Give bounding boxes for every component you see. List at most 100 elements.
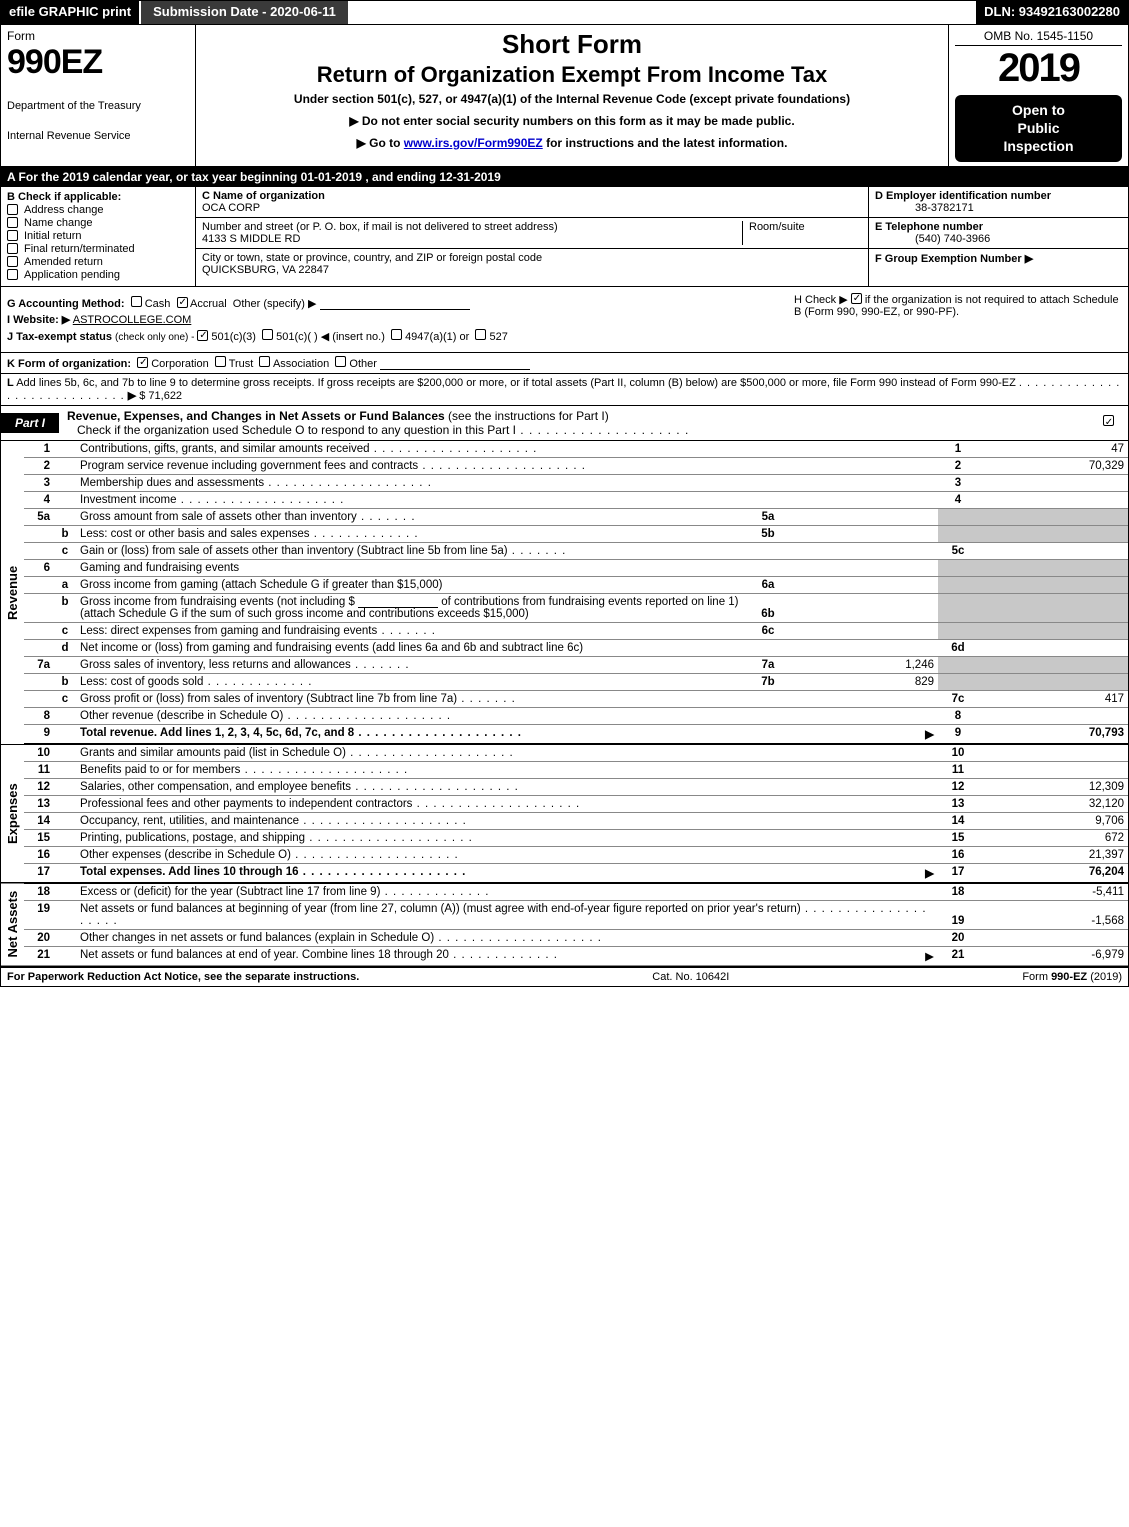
open-to-public-badge: Open to Public Inspection bbox=[955, 95, 1122, 162]
l-value: $ 71,622 bbox=[139, 390, 182, 402]
short-form-title: Short Form bbox=[206, 29, 938, 60]
row-2-val: 70,329 bbox=[978, 457, 1128, 474]
row-10-desc: Grants and similar amounts paid (list in… bbox=[76, 744, 938, 762]
row-6: 6 Gaming and fundraising events bbox=[1, 559, 1128, 576]
row-8: 8 Other revenue (describe in Schedule O)… bbox=[1, 707, 1128, 724]
part-i-tag: Part I bbox=[1, 413, 59, 433]
g-label: G Accounting Method: bbox=[7, 298, 125, 310]
checkbox-trust[interactable] bbox=[215, 356, 226, 367]
row-7b-ik: 7b bbox=[748, 673, 788, 690]
row-6a-sub: a bbox=[54, 576, 76, 593]
row-12-val: 12,309 bbox=[978, 778, 1128, 795]
row-7c-sub: c bbox=[54, 690, 76, 707]
d-label: D Employer identification number bbox=[875, 190, 1122, 202]
row-5c: c Gain or (loss) from sale of assets oth… bbox=[1, 542, 1128, 559]
row-1: Revenue 1 Contributions, gifts, grants, … bbox=[1, 441, 1128, 458]
k-assoc: Association bbox=[273, 358, 329, 370]
row-6d: d Net income or (loss) from gaming and f… bbox=[1, 639, 1128, 656]
part-i-table: Revenue 1 Contributions, gifts, grants, … bbox=[1, 441, 1128, 966]
l-arrow: ▶ bbox=[128, 390, 136, 402]
g-other: Other (specify) ▶ bbox=[233, 298, 317, 310]
efile-print-label[interactable]: efile GRAPHIC print bbox=[1, 1, 139, 24]
checkbox-527[interactable] bbox=[475, 329, 486, 340]
omb-number: OMB No. 1545-1150 bbox=[955, 29, 1122, 46]
row-2-num: 2 bbox=[24, 457, 54, 474]
row-19-num: 19 bbox=[24, 900, 54, 929]
row-1-key: 1 bbox=[938, 441, 978, 458]
checkbox-amended-return[interactable] bbox=[7, 256, 18, 267]
row-10-num: 10 bbox=[24, 744, 54, 762]
note-ssn: ▶ Do not enter social security numbers o… bbox=[206, 114, 938, 128]
checkbox-final-return[interactable] bbox=[7, 243, 18, 254]
k-corp: Corporation bbox=[151, 358, 208, 370]
row-15-val: 672 bbox=[978, 829, 1128, 846]
top-bar: efile GRAPHIC print Submission Date - 20… bbox=[1, 1, 1128, 25]
info-block: B Check if applicable: Address change Na… bbox=[1, 187, 1128, 287]
website-value[interactable]: ASTROCOLLEGE.COM bbox=[73, 314, 192, 326]
i-line: I Website: ▶ ASTROCOLLEGE.COM bbox=[7, 313, 782, 326]
room-suite-label: Room/suite bbox=[742, 221, 862, 245]
row-11-desc: Benefits paid to or for members bbox=[76, 761, 938, 778]
row-18-desc: Excess or (deficit) for the year (Subtra… bbox=[76, 883, 938, 901]
g-other-input[interactable] bbox=[320, 298, 470, 310]
f-label: F Group Exemption Number ▶ bbox=[875, 252, 1122, 265]
checkbox-h[interactable] bbox=[851, 293, 862, 304]
checkbox-accrual[interactable] bbox=[177, 297, 188, 308]
row-6a-desc: Gross income from gaming (attach Schedul… bbox=[76, 576, 748, 593]
row-16-key: 16 bbox=[938, 846, 978, 863]
row-1-num: 1 bbox=[24, 441, 54, 458]
row-5c-key: 5c bbox=[938, 542, 978, 559]
row-8-num: 8 bbox=[24, 707, 54, 724]
row-14-desc: Occupancy, rent, utilities, and maintena… bbox=[76, 812, 938, 829]
k-line: K Form of organization: Corporation Trus… bbox=[1, 353, 1128, 374]
checkbox-application-pending[interactable] bbox=[7, 269, 18, 280]
checkbox-501c3[interactable] bbox=[197, 330, 208, 341]
row-7c-desc: Gross profit or (loss) from sales of inv… bbox=[76, 690, 938, 707]
k-other-input[interactable] bbox=[380, 358, 530, 370]
row-5c-desc: Gain or (loss) from sale of assets other… bbox=[76, 542, 938, 559]
section-netassets-label: Net Assets bbox=[1, 883, 24, 966]
checkbox-name-change[interactable] bbox=[7, 217, 18, 228]
row-5a-iv bbox=[788, 508, 938, 525]
row-6b-amount-input[interactable] bbox=[358, 596, 438, 608]
checkbox-other-org[interactable] bbox=[335, 356, 346, 367]
row-21-desc: Net assets or fund balances at end of ye… bbox=[80, 949, 558, 961]
checkbox-part-i-schedule-o[interactable] bbox=[1103, 415, 1114, 426]
checkbox-corporation[interactable] bbox=[137, 357, 148, 368]
row-9: 9 Total revenue. Add lines 1, 2, 3, 4, 5… bbox=[1, 724, 1128, 744]
b-title: B Check if applicable: bbox=[7, 191, 189, 203]
row-4-num: 4 bbox=[24, 491, 54, 508]
checkbox-501c[interactable] bbox=[262, 329, 273, 340]
k-label: K Form of organization: bbox=[7, 358, 131, 370]
row-5a-ik: 5a bbox=[748, 508, 788, 525]
checkbox-4947a1[interactable] bbox=[391, 329, 402, 340]
org-city: QUICKSBURG, VA 22847 bbox=[202, 264, 862, 276]
row-3: 3 Membership dues and assessments 3 bbox=[1, 474, 1128, 491]
header-right: OMB No. 1545-1150 2019 Open to Public In… bbox=[948, 25, 1128, 166]
footer-mid: Cat. No. 10642I bbox=[359, 971, 1022, 983]
row-6a: a Gross income from gaming (attach Sched… bbox=[1, 576, 1128, 593]
row-19-val: -1,568 bbox=[978, 900, 1128, 929]
checkbox-initial-return[interactable] bbox=[7, 230, 18, 241]
form-number: 990EZ bbox=[7, 43, 189, 82]
j-insert: ◀ (insert no.) bbox=[321, 331, 385, 343]
row-1-val: 47 bbox=[978, 441, 1128, 458]
checkbox-association[interactable] bbox=[259, 356, 270, 367]
dln-label: DLN: 93492163002280 bbox=[976, 1, 1128, 24]
row-15-key: 15 bbox=[938, 829, 978, 846]
part-i-title: Revenue, Expenses, and Changes in Net As… bbox=[59, 406, 1088, 440]
row-6b-desc1: Gross income from fundraising events (no… bbox=[80, 596, 355, 608]
checkbox-cash[interactable] bbox=[131, 296, 142, 307]
checkbox-address-change[interactable] bbox=[7, 204, 18, 215]
l-text: Add lines 5b, 6c, and 7b to line 9 to de… bbox=[16, 377, 1016, 389]
l-label: L bbox=[7, 377, 14, 389]
section-revenue-label: Revenue bbox=[1, 441, 24, 744]
c-addr-label: Number and street (or P. O. box, if mail… bbox=[202, 221, 742, 233]
b-item-3: Final return/terminated bbox=[24, 243, 135, 255]
e-label: E Telephone number bbox=[875, 221, 1122, 233]
row-5b-ik: 5b bbox=[748, 525, 788, 542]
section-c: C Name of organization OCA CORP Number a… bbox=[196, 187, 868, 286]
row-7c-key: 7c bbox=[938, 690, 978, 707]
row-13-num: 13 bbox=[24, 795, 54, 812]
irs-link[interactable]: www.irs.gov/Form990EZ bbox=[404, 136, 543, 150]
